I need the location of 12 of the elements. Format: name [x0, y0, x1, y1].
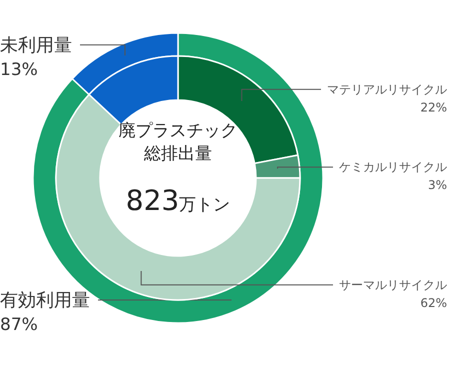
- data-label: 22%: [420, 100, 447, 114]
- slice-label: マテリアルリサイクル: [327, 82, 447, 96]
- slice-label: サーマルリサイクル: [339, 278, 447, 292]
- data-label: 13%: [0, 60, 38, 80]
- data-label: 62%: [420, 296, 447, 310]
- data-label: 87%: [0, 315, 38, 335]
- slice-label: ケミカルリサイクル: [339, 160, 447, 174]
- data-label: 3%: [428, 178, 447, 192]
- text: 823万トン: [126, 184, 230, 217]
- text: 廃プラスチック総排出量: [118, 120, 238, 166]
- slice-label: 有効利用量: [0, 290, 90, 311]
- slice-label: 未利用量: [0, 34, 72, 56]
